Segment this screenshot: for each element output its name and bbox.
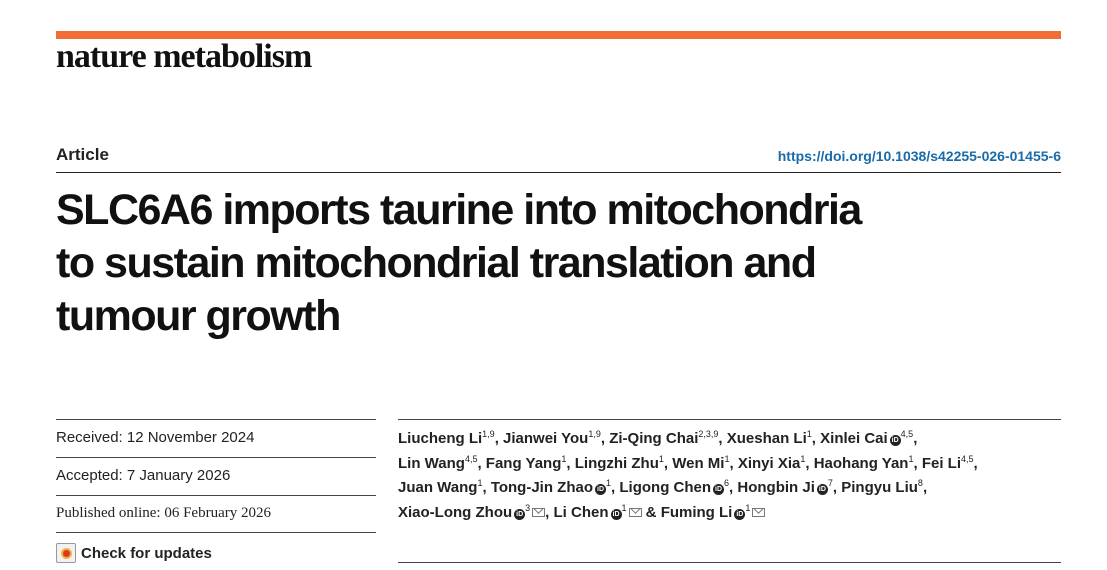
author-line: Xiao-Long Zhou iD3, Li Chen iD1 & Fuming L… bbox=[398, 501, 1063, 526]
accepted-date: Accepted: 7 January 2026 bbox=[56, 457, 376, 495]
orcid-icon[interactable]: iD bbox=[595, 484, 607, 495]
received-date: Received: 12 November 2024 bbox=[56, 419, 376, 457]
author-name[interactable]: Xinlei Cai bbox=[820, 430, 888, 447]
check-updates-label: Check for updates bbox=[81, 544, 212, 562]
author-affiliation: 1,9 bbox=[588, 429, 601, 439]
header-divider bbox=[56, 172, 1061, 173]
author-name[interactable]: Li Chen bbox=[553, 503, 609, 521]
author-separator: , bbox=[729, 479, 738, 496]
author-affiliation: 1 bbox=[477, 478, 483, 488]
author-separator: , bbox=[545, 503, 554, 521]
author-affiliation: 6 bbox=[724, 478, 730, 488]
author-separator: , bbox=[482, 479, 491, 496]
author-affiliation: 1 bbox=[745, 502, 751, 513]
author-separator: , bbox=[663, 454, 673, 472]
journal-brand-bar bbox=[56, 31, 1061, 39]
orcid-icon[interactable]: iD bbox=[610, 508, 622, 520]
author-affiliation: 4,5 bbox=[961, 453, 974, 464]
author-name[interactable]: Fang Yang bbox=[485, 454, 562, 472]
author-affiliation: 8 bbox=[917, 478, 923, 488]
email-icon[interactable] bbox=[628, 507, 642, 517]
author-separator: , bbox=[494, 430, 504, 447]
article-type-label: Article bbox=[56, 145, 109, 164]
author-separator: , bbox=[832, 479, 842, 496]
author-name[interactable]: Zi-Qing Chai bbox=[609, 430, 699, 447]
author-affiliation: 1 bbox=[806, 429, 812, 439]
author-affiliation: 2,3,9 bbox=[698, 429, 719, 439]
author-name[interactable]: Lingzhi Zhu bbox=[574, 454, 659, 472]
author-name[interactable]: Wen Mi bbox=[672, 454, 725, 472]
author-affiliation: 4,5 bbox=[900, 429, 914, 439]
author-separator: , bbox=[477, 454, 486, 472]
author-name[interactable]: Hongbin Ji bbox=[737, 479, 815, 496]
author-separator: , bbox=[811, 430, 821, 447]
author-separator: , bbox=[913, 454, 922, 472]
title-line: to sustain mitochondrial translation and bbox=[56, 239, 817, 287]
published-date: Published online: 06 February 2026 bbox=[56, 495, 376, 533]
author-affiliation: 7 bbox=[827, 478, 833, 488]
author-affiliation: 1 bbox=[658, 453, 664, 464]
authors-divider-bottom bbox=[398, 562, 1061, 563]
author-name[interactable]: Fei Li bbox=[921, 454, 961, 472]
author-name[interactable]: Ligong Chen bbox=[619, 479, 712, 496]
journal-name[interactable]: nature metabolism bbox=[56, 38, 312, 75]
title-line: tumour growth bbox=[56, 292, 341, 340]
authors-divider-top bbox=[398, 419, 1061, 420]
article-title: SLC6A6 imports taurine into mitochondria… bbox=[56, 184, 1066, 343]
orcid-icon[interactable]: iD bbox=[514, 508, 526, 520]
author-name[interactable]: Liucheng Li bbox=[398, 430, 483, 447]
email-icon[interactable] bbox=[752, 507, 766, 517]
author-affiliation: 1 bbox=[561, 453, 567, 464]
orcid-icon[interactable]: iD bbox=[713, 484, 725, 495]
crossmark-icon bbox=[56, 543, 76, 563]
author-affiliation: 1 bbox=[724, 453, 730, 464]
title-line: SLC6A6 imports taurine into mitochondria bbox=[56, 186, 862, 234]
author-name[interactable]: Juan Wang bbox=[398, 479, 478, 496]
author-separator: , bbox=[611, 479, 620, 496]
author-affiliation: 1 bbox=[800, 453, 806, 464]
author-separator: , bbox=[729, 454, 738, 472]
author-separator: , bbox=[973, 454, 978, 472]
orcid-icon[interactable]: iD bbox=[816, 484, 828, 495]
author-name[interactable]: Lin Wang bbox=[398, 454, 465, 472]
author-name[interactable]: Xiao-Long Zhou bbox=[398, 503, 513, 521]
author-name[interactable]: Tong-Jin Zhao bbox=[490, 479, 594, 496]
author-line: Juan Wang1, Tong-Jin Zhao iD1, Ligong Che… bbox=[398, 476, 1063, 501]
author-name[interactable]: Xueshan Li bbox=[726, 430, 807, 447]
author-separator: , bbox=[805, 454, 814, 472]
author-name[interactable]: Pingyu Liu bbox=[841, 479, 918, 496]
author-name[interactable]: Haohang Yan bbox=[813, 454, 909, 472]
author-affiliation: 1 bbox=[606, 478, 612, 488]
author-affiliation: 3 bbox=[525, 502, 531, 513]
author-affiliation: 1,9 bbox=[482, 429, 495, 439]
orcid-icon[interactable]: iD bbox=[734, 508, 746, 520]
author-affiliation: 4,5 bbox=[464, 453, 478, 464]
check-for-updates-button[interactable]: Check for updates bbox=[56, 543, 212, 563]
author-affiliation: 1 bbox=[908, 453, 914, 464]
email-icon[interactable] bbox=[532, 507, 546, 517]
author-separator: , bbox=[718, 430, 727, 447]
author-separator: , bbox=[922, 479, 928, 496]
orcid-icon[interactable]: iD bbox=[889, 435, 901, 446]
article-dates: Received: 12 November 2024 Accepted: 7 J… bbox=[56, 419, 376, 533]
author-line: Lin Wang4,5, Fang Yang1, Lingzhi Zhu1, W… bbox=[398, 452, 1063, 477]
doi-link[interactable]: https://doi.org/10.1038/s42255-026-01455… bbox=[777, 148, 1061, 164]
author-name[interactable]: Fuming Li bbox=[660, 503, 733, 521]
author-separator: , bbox=[566, 454, 575, 472]
author-name[interactable]: Jianwei You bbox=[503, 430, 589, 447]
author-name[interactable]: Xinyi Xia bbox=[737, 454, 801, 472]
author-separator: & bbox=[641, 503, 661, 521]
author-separator: , bbox=[913, 430, 918, 447]
author-line: Liucheng Li1,9, Jianwei You1,9, Zi-Qing … bbox=[398, 427, 1063, 452]
author-affiliation: 1 bbox=[621, 502, 627, 513]
author-list: Liucheng Li1,9, Jianwei You1,9, Zi-Qing … bbox=[398, 427, 1063, 525]
author-separator: , bbox=[600, 430, 610, 447]
